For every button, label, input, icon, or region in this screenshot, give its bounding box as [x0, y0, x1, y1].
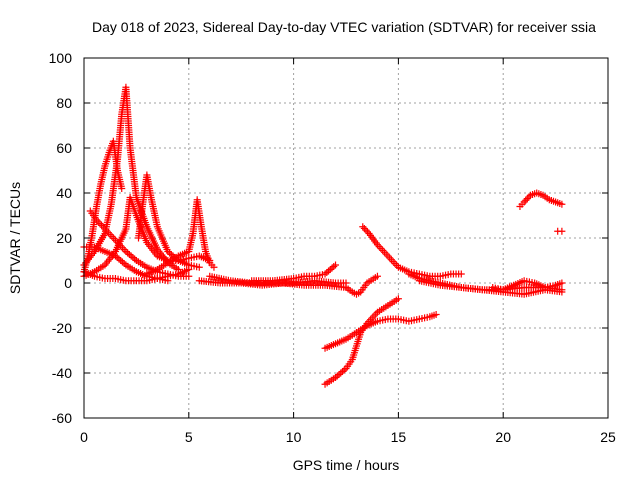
x-tick-label: 20 — [495, 429, 511, 445]
y-tick-label: -40 — [52, 365, 72, 381]
series-arc-r — [489, 277, 566, 294]
series-arc-a — [80, 137, 126, 276]
data-point — [185, 266, 193, 273]
y-tick-label: 80 — [56, 95, 72, 111]
data-point — [373, 272, 381, 280]
x-tick-label: 10 — [286, 429, 302, 445]
data-point-interp — [360, 224, 368, 232]
data-point — [432, 311, 440, 318]
x-tick-label: 0 — [80, 429, 88, 445]
series-arc-t — [554, 227, 566, 235]
data-point — [118, 185, 126, 192]
data-point — [210, 263, 218, 271]
data-point-interp — [96, 220, 104, 228]
data-point-interp — [362, 226, 370, 234]
axis-ticks: 0 5 10 15 20 25 -60 -40 -20 0 20 40 60 80 100 — [49, 50, 616, 445]
y-tick-label: -20 — [52, 320, 72, 336]
x-tick-label: 5 — [185, 429, 193, 445]
data-point — [520, 198, 528, 206]
y-tick-label: 100 — [49, 50, 73, 66]
data-point — [558, 227, 566, 235]
x-tick-label: 25 — [600, 429, 616, 445]
data-points — [80, 83, 566, 388]
series-arc-q — [415, 277, 566, 298]
series-arc-m — [321, 311, 440, 352]
series-arc-j — [248, 261, 340, 285]
series-arc-o — [359, 223, 465, 280]
series-arc-f — [134, 171, 203, 271]
y-axis-label: SDTVAR / TECUs — [7, 182, 23, 294]
data-point — [457, 270, 465, 278]
data-point — [558, 288, 566, 296]
chart-title: Day 018 of 2023, Sidereal Day-to-day VTE… — [92, 19, 596, 35]
x-tick-label: 15 — [391, 429, 407, 445]
y-tick-label: 20 — [56, 230, 72, 246]
y-tick-label: -60 — [52, 410, 72, 426]
x-axis-label: GPS time / hours — [293, 457, 400, 473]
y-tick-label: 40 — [56, 185, 72, 201]
data-point-interp — [98, 221, 106, 229]
series-arc-g — [143, 196, 218, 278]
series-arc-s — [516, 189, 566, 210]
series-arc-n — [342, 272, 381, 298]
data-point-interp — [522, 196, 530, 204]
y-tick-label: 60 — [56, 140, 72, 156]
data-point — [558, 200, 566, 208]
data-point — [195, 263, 203, 271]
data-point — [359, 223, 367, 231]
y-tick-label: 0 — [64, 275, 72, 291]
data-point — [185, 272, 193, 280]
data-point — [332, 261, 340, 269]
data-point — [558, 279, 566, 287]
data-point-interp — [523, 195, 531, 203]
data-point-interp — [525, 193, 533, 201]
data-point-interp — [363, 228, 371, 236]
data-point — [394, 295, 402, 303]
